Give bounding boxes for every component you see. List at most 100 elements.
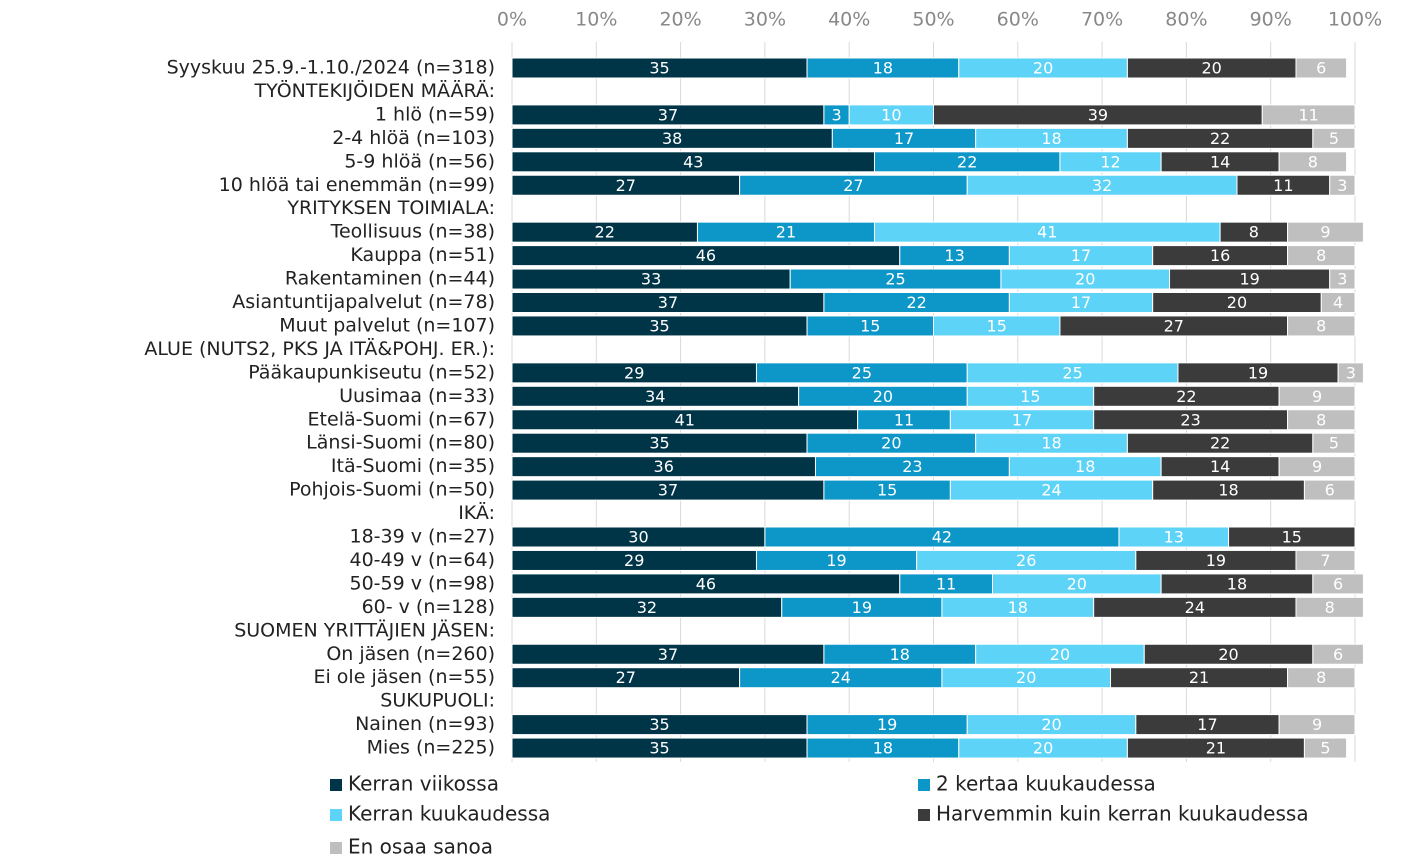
value-label: 24 (831, 668, 851, 687)
value-label: 9 (1312, 715, 1322, 734)
bar-segment (1295, 596, 1364, 618)
value-label: 8 (1316, 316, 1326, 335)
value-label: 46 (696, 246, 716, 265)
legend-label: 2 kertaa kuukaudessa (936, 772, 1156, 796)
value-label: 8 (1316, 668, 1326, 687)
value-label: 17 (1071, 293, 1091, 312)
value-label: 18 (873, 59, 893, 78)
value-label: 20 (1227, 293, 1247, 312)
legend-swatch (918, 809, 930, 821)
category-label: Rakentaminen (n=44) (285, 268, 495, 290)
value-label: 18 (873, 739, 893, 758)
category-label: IKÄ: (458, 501, 495, 524)
value-label: 33 (641, 270, 661, 289)
value-label: 5 (1320, 739, 1330, 758)
value-label: 20 (1041, 715, 1061, 734)
category-label: Etelä-Suomi (n=67) (308, 408, 495, 430)
category-label: Syyskuu 25.9.-1.10./2024 (n=318) (167, 57, 495, 79)
category-label: SUKUPUOLI: (380, 690, 495, 712)
value-label: 30 (628, 528, 648, 547)
category-label: Itä-Suomi (n=35) (331, 455, 495, 477)
category-label: 50-59 v (n=98) (350, 572, 496, 594)
bar-segment (1287, 221, 1364, 243)
value-label: 39 (1088, 105, 1108, 124)
bar-segment (1295, 549, 1356, 571)
value-label: 18 (1227, 574, 1247, 593)
value-label: 32 (1092, 176, 1112, 195)
value-label: 20 (1016, 668, 1036, 687)
bar-segment (1261, 104, 1356, 126)
value-label: 14 (1210, 152, 1230, 171)
category-label: 18-39 v (n=27) (350, 526, 496, 548)
value-label: 22 (1210, 129, 1230, 148)
value-label: 15 (1282, 528, 1302, 547)
bar-segment (1312, 127, 1356, 149)
value-label: 27 (616, 176, 636, 195)
value-label: 8 (1316, 410, 1326, 429)
value-label: 32 (637, 598, 657, 617)
x-tick-label: 50% (912, 9, 954, 31)
value-label: 24 (1185, 598, 1205, 617)
x-tick-label: 30% (744, 9, 786, 31)
x-tick-label: 20% (659, 9, 701, 31)
x-tick-label: 100% (1328, 9, 1382, 31)
category-label: YRITYKSEN TOIMIALA: (286, 197, 495, 219)
bar-segment (1303, 737, 1348, 759)
value-label: 17 (1071, 246, 1091, 265)
bar-segment (1312, 432, 1356, 454)
x-tick-label: 70% (1081, 9, 1123, 31)
value-label: 25 (885, 270, 905, 289)
value-label: 9 (1312, 387, 1322, 406)
value-label: 23 (1180, 410, 1200, 429)
bar-segment (1287, 245, 1356, 267)
value-label: 20 (1218, 645, 1238, 664)
bar-segment (1278, 456, 1356, 478)
category-label: Uusimaa (n=33) (339, 385, 495, 407)
x-tick-label: 80% (1165, 9, 1207, 31)
value-label: 21 (1206, 739, 1226, 758)
value-label: 15 (987, 316, 1007, 335)
value-label: 6 (1325, 481, 1335, 500)
value-label: 27 (843, 176, 863, 195)
value-label: 7 (1320, 551, 1330, 570)
value-label: 43 (683, 152, 703, 171)
value-label: 19 (1239, 270, 1259, 289)
value-label: 35 (649, 59, 669, 78)
x-tick-label: 90% (1250, 9, 1292, 31)
value-label: 10 (881, 105, 901, 124)
value-label: 11 (1298, 105, 1318, 124)
legend-label: Harvemmin kuin kerran kuukaudessa (936, 802, 1309, 826)
value-label: 34 (645, 387, 665, 406)
category-label: Teollisuus (n=38) (330, 221, 495, 243)
value-label: 22 (1176, 387, 1196, 406)
value-label: 12 (1100, 152, 1120, 171)
legend-swatch (330, 842, 342, 854)
legend-swatch (330, 779, 342, 791)
value-label: 5 (1329, 129, 1339, 148)
value-label: 46 (696, 574, 716, 593)
bar-segment (1287, 409, 1356, 431)
legend-label: Kerran kuukaudessa (348, 802, 550, 826)
value-label: 20 (1075, 270, 1095, 289)
value-label: 19 (1206, 551, 1226, 570)
value-label: 16 (1210, 246, 1230, 265)
value-label: 11 (894, 410, 914, 429)
value-label: 20 (1033, 739, 1053, 758)
value-label: 15 (1020, 387, 1040, 406)
value-label: 37 (658, 645, 678, 664)
value-label: 17 (1012, 410, 1032, 429)
bar-segment (1228, 526, 1356, 548)
value-label: 19 (1248, 363, 1268, 382)
value-label: 15 (860, 316, 880, 335)
value-label: 18 (1218, 481, 1238, 500)
bar-segment (1278, 151, 1348, 173)
category-label: On jäsen (n=260) (326, 643, 495, 665)
legend-label: Kerran viikossa (348, 772, 499, 796)
value-label: 41 (675, 410, 695, 429)
value-label: 6 (1333, 574, 1343, 593)
category-label: 1 hlö (n=59) (375, 103, 495, 125)
value-label: 22 (595, 223, 615, 242)
value-label: 20 (1050, 645, 1070, 664)
value-label: 5 (1329, 434, 1339, 453)
value-label: 35 (649, 434, 669, 453)
